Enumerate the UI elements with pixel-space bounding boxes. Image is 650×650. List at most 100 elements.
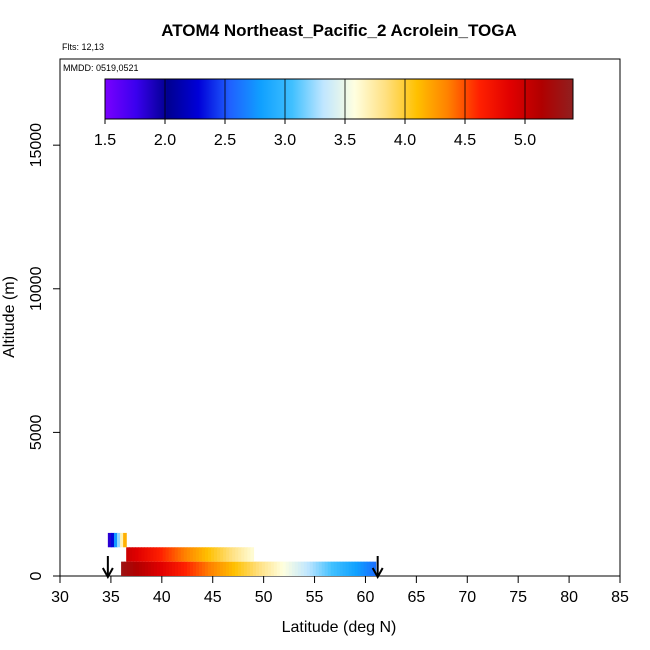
data-cell (174, 547, 179, 562)
data-cell (162, 547, 167, 562)
data-cell (204, 561, 209, 576)
data-cell (223, 547, 227, 562)
data-cell (174, 561, 179, 576)
data-cell (138, 547, 142, 562)
data-cell (127, 561, 131, 576)
data-cell (231, 561, 236, 576)
data-cell (180, 561, 185, 576)
data-cell (216, 561, 221, 576)
data-cell (124, 561, 128, 576)
data-cell (208, 547, 212, 562)
data-cell (145, 561, 149, 576)
data-cell (222, 561, 227, 576)
data-cell (198, 561, 203, 576)
data-cell (148, 561, 152, 576)
data-cell (339, 561, 344, 576)
data-cell (159, 547, 164, 562)
data-cell (186, 547, 191, 562)
data-cell (172, 561, 176, 576)
flight-arrow-head (101, 567, 114, 580)
data-cell (126, 547, 130, 562)
x-axis-label: Latitude (deg N) (282, 619, 397, 636)
data-cell (357, 561, 362, 576)
data-cell (156, 547, 161, 562)
data-cell (192, 547, 197, 562)
data-cell (107, 532, 112, 548)
data-cell (291, 561, 296, 576)
data-cell (130, 561, 134, 576)
colorbar-tick-label: 2.5 (214, 132, 236, 149)
data-cell (214, 547, 218, 562)
data-cell (303, 561, 308, 576)
data-cell (177, 561, 182, 576)
data-cell (132, 547, 136, 562)
data-cell (165, 547, 170, 562)
data-cell (147, 547, 152, 562)
data-cell (210, 561, 215, 576)
x-tick-label: 75 (509, 589, 527, 606)
data-cell (300, 561, 305, 576)
data-cell (369, 561, 374, 576)
data-cell (150, 547, 155, 562)
data-cell (160, 561, 164, 576)
data-cell (113, 532, 118, 548)
data-cell (273, 561, 278, 576)
data-cell (142, 561, 146, 576)
colorbar-fill (105, 79, 573, 119)
data-cell (297, 561, 302, 576)
data-cell (121, 561, 125, 576)
data-cell (219, 561, 224, 576)
data-cell (136, 561, 140, 576)
data-cells (107, 532, 377, 576)
flight-arrow-head (371, 567, 384, 580)
data-cell (372, 561, 377, 576)
x-tick-label: 70 (458, 589, 476, 606)
data-cell (279, 561, 284, 576)
data-cell (213, 561, 218, 576)
data-cell (153, 547, 158, 562)
data-cell (243, 561, 248, 576)
data-cell (336, 561, 341, 576)
data-cell (318, 561, 323, 576)
data-cell (306, 561, 311, 576)
colorbar-tick-label: 1.5 (94, 132, 116, 149)
colorbar-tick-label: 2.0 (154, 132, 176, 149)
data-cell (110, 532, 115, 548)
data-cell (141, 547, 145, 562)
data-cell (330, 561, 335, 576)
data-cell (189, 561, 194, 576)
data-cell (327, 561, 332, 576)
y-axis: 0 5000 10000 15000 (28, 123, 60, 580)
data-cell (252, 561, 257, 576)
data-cell (258, 561, 263, 576)
data-cell (201, 561, 206, 576)
y-tick-label: 5000 (28, 414, 45, 450)
data-cell (249, 561, 254, 576)
x-tick-label: 45 (204, 589, 222, 606)
data-cell (192, 561, 197, 576)
y-axis-label: Altitude (m) (1, 276, 18, 358)
colorbar-tick-label: 4.0 (394, 132, 416, 149)
data-cell (309, 561, 314, 576)
data-cell (211, 547, 215, 562)
x-tick-label: 80 (560, 589, 578, 606)
data-cell (264, 561, 269, 576)
data-cell (183, 561, 188, 576)
colorbar-ticks: 1.5 2.0 2.5 3.0 3.5 4.0 4.5 5.0 (94, 119, 536, 149)
data-cell (237, 561, 242, 576)
data-cell (241, 547, 245, 562)
data-cell (267, 561, 272, 576)
data-cell (157, 561, 161, 576)
colorbar-tick-label: 3.0 (274, 132, 296, 149)
data-cell (204, 547, 209, 562)
data-cell (351, 561, 356, 576)
x-tick-label: 50 (255, 589, 273, 606)
x-tick-label: 85 (611, 589, 629, 606)
x-tick-label: 35 (102, 589, 120, 606)
data-cell (133, 561, 137, 576)
data-cell (123, 532, 127, 548)
data-cell (238, 547, 242, 562)
data-cell (315, 561, 320, 576)
data-cell (220, 547, 224, 562)
data-cell (171, 547, 176, 562)
